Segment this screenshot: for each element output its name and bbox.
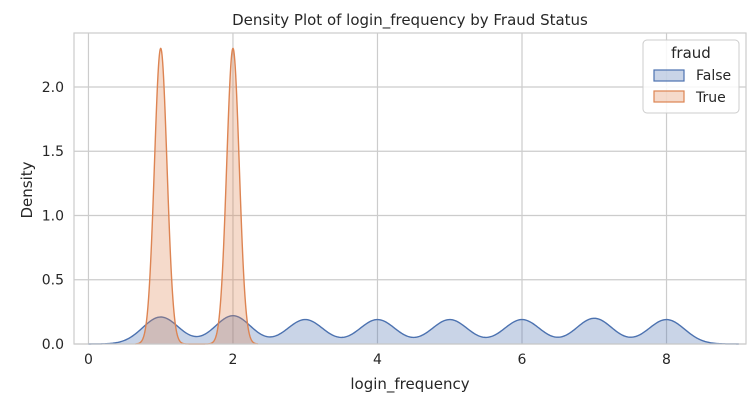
y-tick-labels: 0.0 0.5 1.0 1.5 2.0: [42, 80, 64, 353]
legend-label-true: True: [695, 90, 726, 106]
density-area-false: [88, 315, 739, 344]
y-tick-label: 1.0: [42, 208, 64, 224]
x-tick-label: 8: [662, 352, 671, 368]
y-axis-label: Density: [18, 161, 36, 218]
chart-title: Density Plot of login_frequency by Fraud…: [232, 11, 588, 30]
x-tick-label: 6: [518, 352, 527, 368]
x-tick-label: 2: [229, 352, 238, 368]
x-tick-label: 0: [84, 352, 93, 368]
legend-title: fraud: [671, 44, 711, 62]
legend-box: [642, 39, 740, 114]
legend-swatch-false: [653, 69, 685, 82]
series-layer: [88, 47, 739, 345]
x-tick-label: 4: [373, 352, 382, 368]
plot-frame: [73, 32, 747, 345]
y-tick-label: 2.0: [42, 80, 64, 96]
legend: fraud False True: [642, 39, 740, 114]
y-tick-label: 0.5: [42, 273, 64, 289]
y-tick-label: 0.0: [42, 337, 64, 353]
legend-label-false: False: [696, 68, 731, 84]
x-tick-labels: 0 2 4 6 8: [84, 352, 671, 368]
y-tick-label: 1.5: [42, 144, 64, 160]
legend-swatch-true: [653, 90, 685, 103]
density-line-false: [88, 315, 739, 345]
density-area-true: [135, 48, 259, 345]
x-axis-label: login_frequency: [350, 375, 469, 394]
